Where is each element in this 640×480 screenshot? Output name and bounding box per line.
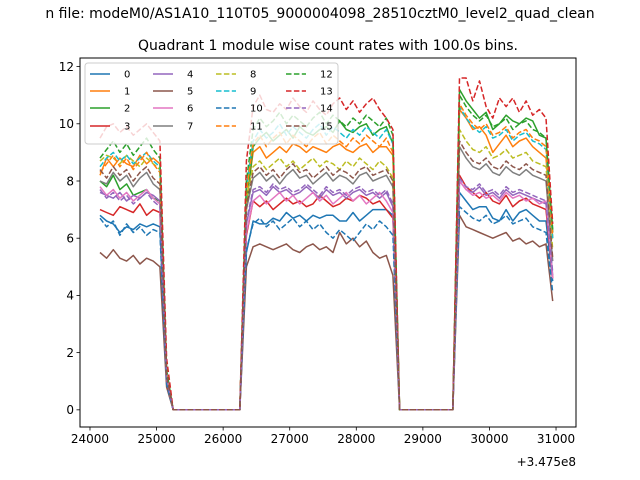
legend-label-13: 13 (320, 87, 333, 98)
legend-frame (84, 62, 339, 145)
x-tick-label: 31000 (537, 432, 575, 446)
y-tick-label: 0 (66, 403, 74, 417)
x-tick-label: 30000 (470, 432, 508, 446)
legend-label-3: 3 (124, 122, 130, 133)
legend-label-1: 1 (124, 87, 130, 98)
y-tick-label: 8 (66, 174, 74, 188)
figure-suptitle: n file: modeM0/AS1A10_110T05_9000004098_… (45, 6, 594, 22)
x-tick-label: 25000 (137, 432, 175, 446)
legend-label-4: 4 (187, 70, 193, 81)
y-tick-label: 12 (59, 60, 74, 74)
legend-label-10: 10 (250, 104, 263, 115)
y-tick-label: 2 (66, 346, 74, 360)
x-tick-label: 26000 (204, 432, 242, 446)
chart-title: Quadrant 1 module wise count rates with … (138, 38, 518, 54)
series-line-10 (99, 205, 554, 411)
y-tick-label: 4 (66, 289, 74, 303)
x-tick-label: 28000 (337, 432, 375, 446)
axes-frame (79, 57, 577, 428)
x-tick-label: 29000 (404, 432, 442, 446)
legend-label-7: 7 (187, 122, 193, 133)
legend-label-6: 6 (187, 104, 193, 115)
legend-label-2: 2 (124, 104, 130, 115)
series-line-13 (99, 77, 554, 411)
series-line-15 (99, 140, 554, 411)
legend-label-0: 0 (124, 70, 130, 81)
legend-label-12: 12 (320, 70, 333, 81)
legend-label-14: 14 (320, 104, 333, 115)
y-tick-label: 6 (66, 232, 74, 246)
legend-label-15: 15 (320, 122, 333, 133)
y-tick-label: 10 (59, 117, 74, 131)
legend-label-9: 9 (250, 87, 256, 98)
plot-area: 24000 25000 26000 27000 28000 29000 30000 31000… (59, 57, 577, 446)
x-tick-label: 27000 (271, 432, 309, 446)
ticks-layer: 24000 25000 26000 27000 28000 29000 30000 31000… (59, 60, 575, 446)
legend-label-8: 8 (250, 70, 256, 81)
legend-label-11: 11 (250, 122, 263, 133)
x-offset-label: +3.475e8 (517, 455, 576, 469)
legend-label-5: 5 (187, 87, 193, 98)
x-tick-label: 24000 (71, 432, 109, 446)
